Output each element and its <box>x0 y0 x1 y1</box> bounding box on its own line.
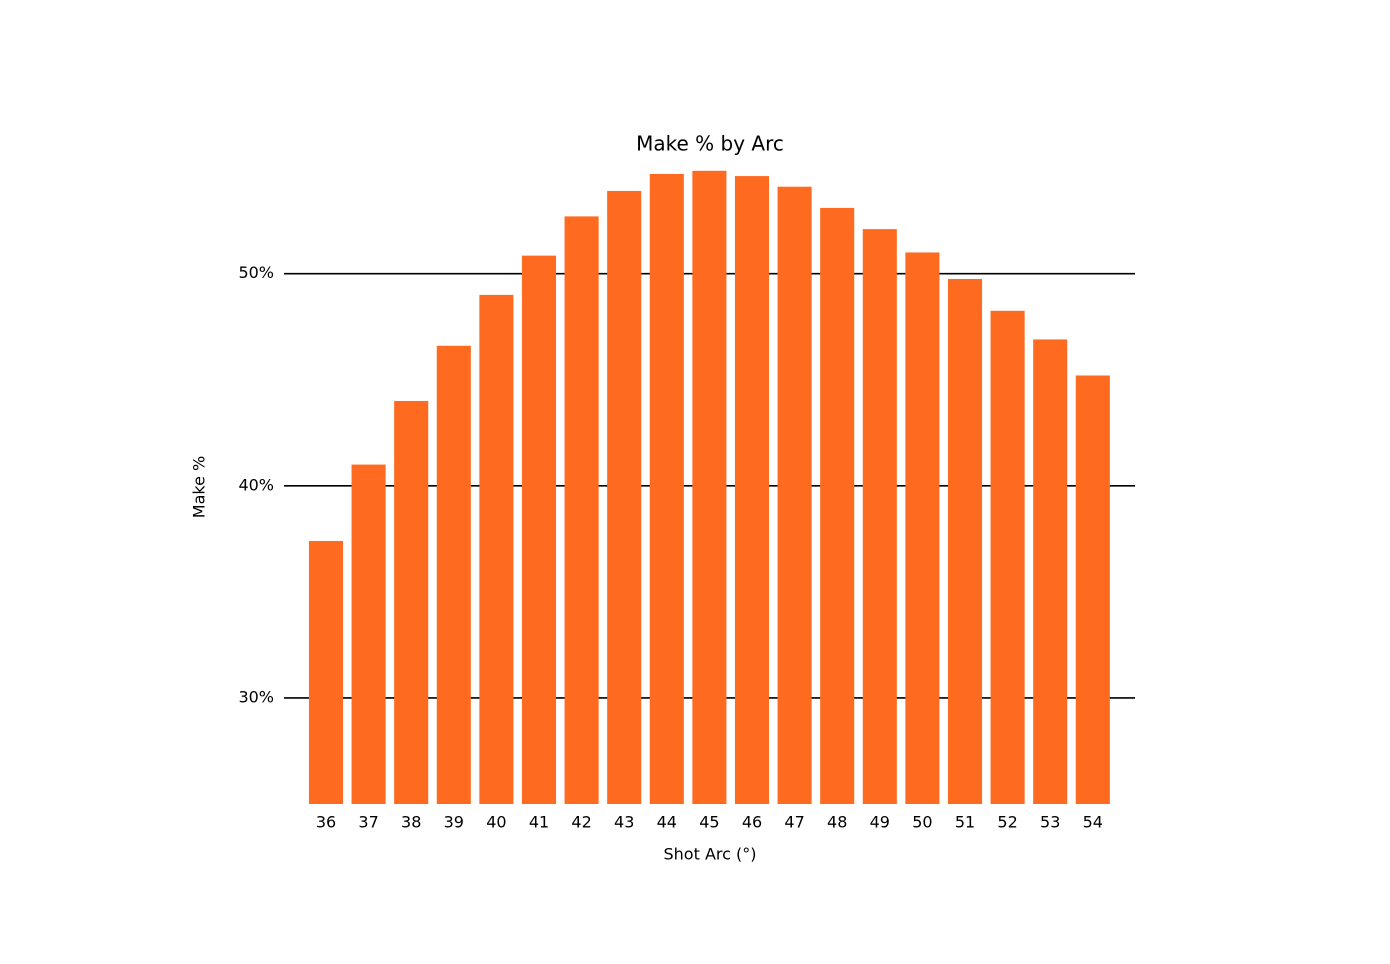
y-axis-label: Make % <box>190 456 209 518</box>
x-tick-label: 50 <box>912 813 932 832</box>
bar <box>1033 339 1068 804</box>
x-tick-label: 37 <box>358 813 378 832</box>
x-tick-label: 52 <box>997 813 1017 832</box>
bar <box>521 255 557 804</box>
bar <box>947 278 983 804</box>
bar <box>990 310 1025 804</box>
y-tick-label: 30% <box>238 687 274 706</box>
x-tick-label: 40 <box>486 813 506 832</box>
bar <box>777 186 812 804</box>
bar <box>394 400 429 804</box>
x-tick-label: 39 <box>444 813 464 832</box>
x-tick-label: 41 <box>529 813 549 832</box>
chart-title: Make % by Arc <box>636 132 784 156</box>
bar <box>607 190 642 804</box>
x-tick-label: 38 <box>401 813 421 832</box>
y-tick-label: 50% <box>238 263 274 282</box>
bar <box>905 252 940 805</box>
x-tick-label: 48 <box>827 813 847 832</box>
x-tick-label: 44 <box>657 813 677 832</box>
bar <box>436 345 471 804</box>
bar <box>308 540 344 804</box>
x-tick-label: 51 <box>955 813 975 832</box>
x-tick-label: 36 <box>316 813 336 832</box>
x-tick-label: 46 <box>742 813 762 832</box>
bar <box>479 294 514 804</box>
x-tick-label: 45 <box>699 813 719 832</box>
x-axis-label: Shot Arc (°) <box>664 845 757 864</box>
x-tick-label: 47 <box>784 813 804 832</box>
x-tick-label: 43 <box>614 813 634 832</box>
bar <box>564 216 599 804</box>
x-tick-label: 54 <box>1083 813 1103 832</box>
bar <box>649 173 684 805</box>
y-tick-label: 40% <box>238 475 274 494</box>
bar <box>1075 375 1110 804</box>
x-tick-label: 53 <box>1040 813 1060 832</box>
bar <box>692 170 727 805</box>
bar <box>734 176 770 804</box>
bar <box>820 207 855 804</box>
x-tick-label: 42 <box>571 813 591 832</box>
bar <box>351 464 386 804</box>
x-tick-label: 49 <box>870 813 890 832</box>
bar <box>862 229 897 805</box>
